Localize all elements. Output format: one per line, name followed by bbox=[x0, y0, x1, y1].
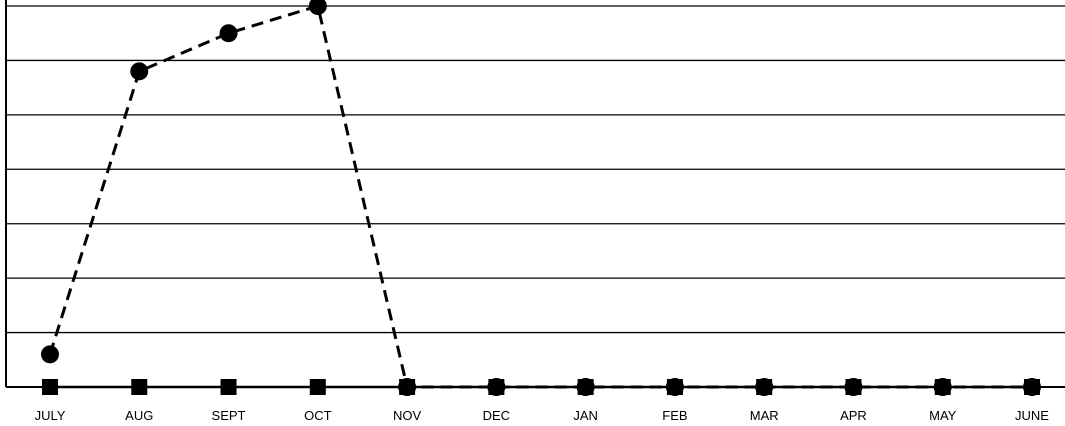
series-1-point-aug bbox=[130, 62, 149, 81]
x-tick-label-aug: AUG bbox=[125, 408, 153, 423]
series bbox=[41, 0, 1041, 396]
series-2-point-oct bbox=[309, 379, 326, 395]
x-tick-label-june: JUNE bbox=[1015, 408, 1049, 423]
series-1-point-dec bbox=[487, 378, 506, 396]
series-1-point-june bbox=[1023, 378, 1041, 396]
x-tick-label-jan: JAN bbox=[573, 408, 598, 423]
series-1-point-feb bbox=[665, 378, 684, 396]
series-1-point-may bbox=[933, 378, 952, 396]
series-1-point-apr bbox=[844, 378, 863, 396]
series-2-point-sept bbox=[220, 379, 237, 395]
x-tick-label-mar: MAR bbox=[750, 408, 779, 423]
series-2-point-july bbox=[42, 379, 58, 395]
x-tick-label-feb: FEB bbox=[662, 408, 687, 423]
x-tick-label-nov: NOV bbox=[393, 408, 422, 423]
x-tick-label-dec: DEC bbox=[483, 408, 510, 423]
series-1-point-jan bbox=[576, 378, 595, 396]
x-tick-label-apr: APR bbox=[840, 408, 867, 423]
series-1-point-july bbox=[41, 345, 59, 364]
x-axis-tick-labels: JULY AUG SEPT OCT NOV DEC JAN FEB MAR APR MAY JUNE bbox=[35, 408, 1050, 423]
x-tick-label-may: MAY bbox=[929, 408, 957, 423]
series-1-point-mar bbox=[755, 378, 774, 396]
series-1-point-sept bbox=[219, 24, 238, 43]
x-tick-label-july: JULY bbox=[35, 408, 66, 423]
x-tick-label-oct: OCT bbox=[304, 408, 332, 423]
x-tick-label-sept: SEPT bbox=[212, 408, 246, 423]
series-1-point-nov bbox=[398, 378, 417, 396]
series-1-line bbox=[48, 4, 1032, 389]
gridlines bbox=[6, 5, 1065, 334]
series-1-point-oct bbox=[308, 0, 327, 15]
series-2-point-aug bbox=[131, 379, 148, 395]
axes bbox=[5, 0, 1065, 388]
